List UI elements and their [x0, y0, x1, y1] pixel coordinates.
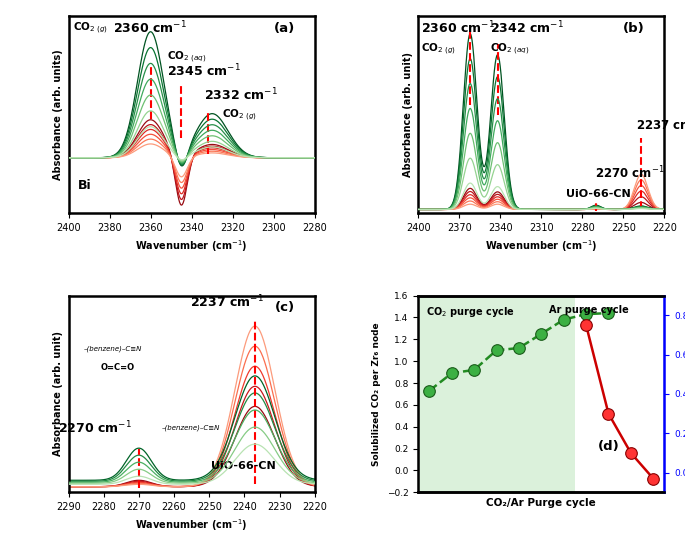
- Text: (a): (a): [274, 22, 295, 35]
- Point: [514, 344, 525, 352]
- Point: [536, 329, 547, 338]
- Text: (c): (c): [275, 301, 295, 314]
- Text: UiO-66-CN: UiO-66-CN: [566, 189, 631, 199]
- Point: [581, 321, 592, 329]
- Y-axis label: Solubilized CO₂ per Zr₆ node: Solubilized CO₂ per Zr₆ node: [372, 322, 381, 466]
- Text: 2270 cm$^{-1}$: 2270 cm$^{-1}$: [595, 164, 664, 181]
- Text: CO$_{2\ (aq)}$: CO$_{2\ (aq)}$: [167, 49, 207, 65]
- X-axis label: Wavenumber (cm$^{-1}$): Wavenumber (cm$^{-1}$): [136, 238, 248, 254]
- Text: 2237 cm$^{-1}$: 2237 cm$^{-1}$: [636, 117, 685, 134]
- Text: Ar purge cycle: Ar purge cycle: [549, 306, 628, 315]
- Point: [648, 474, 659, 483]
- Point: [603, 309, 614, 318]
- Text: 2360 cm$^{-1}$: 2360 cm$^{-1}$: [421, 20, 495, 37]
- Point: [625, 448, 636, 457]
- Text: CO$_{2\ (g)}$: CO$_{2\ (g)}$: [421, 42, 456, 57]
- Point: [491, 346, 502, 354]
- X-axis label: Wavenumber (cm$^{-1}$): Wavenumber (cm$^{-1}$): [136, 518, 248, 533]
- Bar: [418, 295, 575, 492]
- Text: 2332 cm$^{-1}$: 2332 cm$^{-1}$: [204, 87, 277, 104]
- Text: CO$_{2\ (aq)}$: CO$_{2\ (aq)}$: [490, 42, 530, 57]
- Point: [558, 315, 569, 324]
- Text: –(benzene)–C≡N: –(benzene)–C≡N: [84, 346, 142, 352]
- Point: [603, 410, 614, 418]
- Text: Bi: Bi: [78, 180, 92, 193]
- X-axis label: Wavenumber (cm$^{-1}$): Wavenumber (cm$^{-1}$): [485, 238, 597, 254]
- Text: 2342 cm$^{-1}$: 2342 cm$^{-1}$: [490, 20, 563, 37]
- Point: [447, 369, 458, 378]
- Text: CO$_{2\ (g)}$: CO$_{2\ (g)}$: [223, 108, 258, 123]
- Text: 2360 cm$^{-1}$: 2360 cm$^{-1}$: [113, 20, 186, 37]
- Y-axis label: Absorbance (arb. unit): Absorbance (arb. unit): [53, 332, 63, 457]
- Text: CO$_2$ purge cycle: CO$_2$ purge cycle: [425, 306, 514, 319]
- Y-axis label: Absorbance (arb. units): Absorbance (arb. units): [53, 49, 63, 180]
- Text: 2270 cm$^{-1}$: 2270 cm$^{-1}$: [58, 420, 132, 437]
- Point: [424, 386, 435, 395]
- Text: 2237 cm$^{-1}$: 2237 cm$^{-1}$: [190, 294, 264, 311]
- Text: O=C=O: O=C=O: [101, 364, 135, 372]
- Y-axis label: Absorbance (arb. unit): Absorbance (arb. unit): [403, 52, 412, 177]
- Text: 2345 cm$^{-1}$: 2345 cm$^{-1}$: [167, 63, 240, 80]
- Point: [581, 310, 592, 319]
- Text: (d): (d): [599, 440, 620, 453]
- X-axis label: CO₂/Ar Purge cycle: CO₂/Ar Purge cycle: [486, 498, 596, 508]
- Text: CO$_{2\ (g)}$: CO$_{2\ (g)}$: [73, 20, 109, 36]
- Point: [469, 366, 479, 374]
- Text: –(benzene)–C≡N: –(benzene)–C≡N: [162, 424, 221, 431]
- Text: UiO-66-CN: UiO-66-CN: [212, 461, 276, 471]
- Text: (b): (b): [623, 22, 645, 35]
